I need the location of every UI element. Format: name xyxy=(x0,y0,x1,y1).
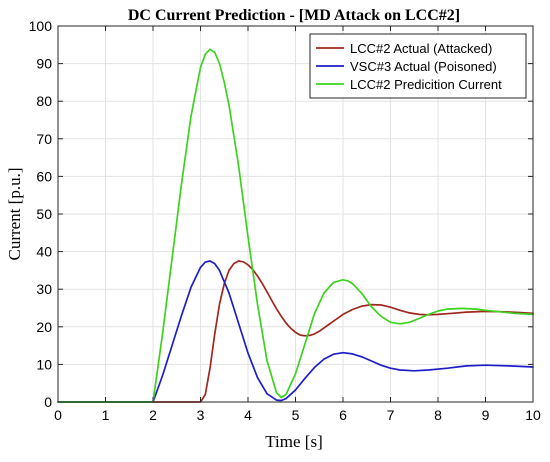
legend-entry: LCC#2 Predicition Current xyxy=(350,77,502,92)
series-layer xyxy=(57,48,534,403)
x-tick-label: 7 xyxy=(387,407,395,423)
x-tick-label: 10 xyxy=(525,407,541,423)
y-tick-label: 30 xyxy=(36,281,52,297)
x-tick-label: 4 xyxy=(244,407,252,423)
y-tick-label: 80 xyxy=(36,93,52,109)
series-line-3 xyxy=(57,48,534,403)
legend-entry: LCC#2 Actual (Attacked) xyxy=(350,41,492,56)
y-tick-label: 50 xyxy=(36,206,52,222)
legend-entry: VSC#3 Actual (Poisoned) xyxy=(350,59,497,74)
chart-title: DC Current Prediction - [MD Attack on LC… xyxy=(128,7,460,24)
x-tick-label: 0 xyxy=(54,407,62,423)
legend: LCC#2 Actual (Attacked) VSC#3 Actual (Poi… xyxy=(309,33,527,99)
y-tick-label: 40 xyxy=(36,244,52,260)
y-tick-label: 20 xyxy=(36,319,52,335)
x-tick-label: 2 xyxy=(149,407,157,423)
y-axis-label: Current [p.u.] xyxy=(5,167,24,260)
series-line-2 xyxy=(57,260,534,403)
y-tick-label: 10 xyxy=(36,356,52,372)
y-tick-label: 60 xyxy=(36,168,52,184)
y-tick-label: 70 xyxy=(36,131,52,147)
x-tick-label: 3 xyxy=(197,407,205,423)
x-tick-label: 5 xyxy=(292,407,300,423)
x-tick-label: 6 xyxy=(339,407,347,423)
y-tick-label: 90 xyxy=(36,56,52,72)
y-tick-label: 0 xyxy=(44,394,52,410)
x-tick-label: 1 xyxy=(102,407,110,423)
y-tick-label: 100 xyxy=(29,18,53,34)
x-axis-label: Time [s] xyxy=(265,432,322,451)
x-tick-label: 9 xyxy=(482,407,490,423)
x-tick-label: 8 xyxy=(434,407,442,423)
legend-box xyxy=(309,33,527,99)
